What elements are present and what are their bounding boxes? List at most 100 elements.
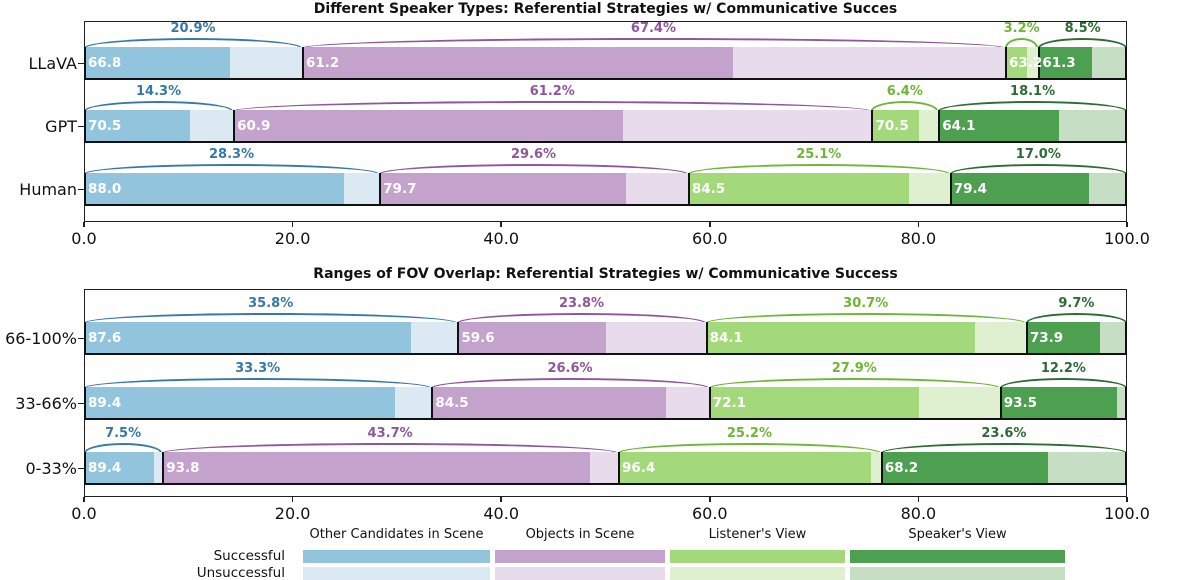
segment-success-value: 59.6 bbox=[461, 330, 495, 346]
successful-fill bbox=[1027, 322, 1100, 353]
bar-segment bbox=[84, 47, 302, 80]
segment-percent-label: 6.4% bbox=[886, 84, 923, 99]
bar-segment bbox=[687, 173, 950, 206]
successful-fill bbox=[951, 173, 1090, 204]
segment-success-value: 88.0 bbox=[88, 181, 122, 197]
segment-success-value: 93.5 bbox=[1003, 395, 1038, 411]
successful-fill bbox=[164, 452, 590, 483]
segment-percent-label: 25.2% bbox=[726, 426, 772, 441]
bar-segment bbox=[871, 110, 939, 143]
x-tick-label: 80.0 bbox=[900, 229, 937, 248]
bar-segment bbox=[379, 173, 688, 206]
x-tick-label: 40.0 bbox=[483, 229, 519, 248]
segment-success-value: 89.4 bbox=[88, 460, 122, 476]
unsuccessful-fill bbox=[1089, 173, 1125, 204]
unsuccessful-fill bbox=[1058, 110, 1125, 141]
segment-success-value: 89.4 bbox=[88, 395, 122, 411]
segment-percent-label: 12.2% bbox=[1040, 361, 1086, 376]
successful-fill bbox=[86, 47, 231, 78]
y-tick-mark bbox=[78, 402, 84, 405]
bar-segment bbox=[949, 173, 1127, 206]
segment-percent-label: 27.9% bbox=[831, 361, 877, 376]
legend-swatch-unsuccessful bbox=[850, 567, 1065, 580]
successful-fill bbox=[689, 173, 910, 204]
unsuccessful-fill bbox=[1092, 47, 1125, 78]
x-tick-mark bbox=[291, 497, 294, 502]
segment-success-value: 84.5 bbox=[691, 181, 726, 197]
successful-fill bbox=[873, 110, 920, 141]
segment-percent-label: 18.1% bbox=[1010, 84, 1056, 99]
segment-percent-label: 35.8% bbox=[248, 296, 294, 311]
successful-fill bbox=[882, 452, 1048, 483]
segment-percent-label: 29.6% bbox=[510, 147, 557, 162]
segment-success-value: 63.2 bbox=[1008, 55, 1043, 71]
unsuccessful-fill bbox=[189, 110, 234, 141]
segment-success-value: 70.5 bbox=[88, 118, 122, 134]
x-tick-label: 20.0 bbox=[274, 229, 311, 248]
chart-title: Different Speaker Types: Referential Str… bbox=[313, 1, 898, 17]
y-tick-mark bbox=[78, 62, 84, 65]
x-tick-label: 100.0 bbox=[1104, 229, 1150, 248]
unsuccessful-fill bbox=[394, 387, 432, 418]
bar-segment bbox=[233, 110, 872, 143]
unsuccessful-fill bbox=[919, 110, 939, 141]
x-tick-mark bbox=[83, 222, 85, 227]
legend-column-header: Speaker's View bbox=[908, 527, 1007, 542]
y-axis-label: LLaVA bbox=[28, 53, 78, 73]
bar-segment bbox=[880, 452, 1127, 485]
y-tick-mark bbox=[78, 337, 84, 340]
segment-percent-label: 20.9% bbox=[170, 21, 216, 36]
x-tick-mark bbox=[500, 222, 502, 227]
legend-swatch-successful bbox=[495, 550, 665, 563]
segment-percent-label: 43.7% bbox=[367, 426, 413, 441]
legend-column-header: Listener's View bbox=[708, 527, 807, 542]
x-tick-label: 0.0 bbox=[71, 229, 97, 248]
segment-success-value: 87.6 bbox=[88, 330, 122, 346]
legend-swatch-successful bbox=[850, 550, 1065, 563]
x-tick-label: 60.0 bbox=[691, 504, 728, 523]
bar-segment bbox=[1038, 47, 1127, 80]
x-tick-label: 80.0 bbox=[900, 504, 937, 523]
segment-percent-label: 23.6% bbox=[981, 426, 1027, 441]
segment-success-value: 64.1 bbox=[942, 118, 976, 134]
x-tick-mark bbox=[917, 497, 920, 502]
bar-segment bbox=[999, 387, 1127, 420]
x-tick-label: 20.0 bbox=[274, 504, 311, 523]
y-axis-label: 0-33% bbox=[25, 458, 77, 478]
x-tick-mark bbox=[500, 497, 502, 502]
segment-percent-label: 3.2% bbox=[1003, 21, 1040, 36]
segment-percent-label: 7.5% bbox=[105, 426, 142, 441]
x-tick-mark bbox=[709, 497, 711, 502]
successful-fill bbox=[620, 452, 872, 483]
legend-swatch-unsuccessful bbox=[670, 567, 845, 580]
successful-fill bbox=[459, 322, 607, 353]
unsuccessful-fill bbox=[622, 110, 872, 141]
segment-success-value: 73.9 bbox=[1029, 330, 1064, 346]
legend-swatch-successful bbox=[303, 550, 490, 563]
legend-row-label: Successful bbox=[213, 548, 285, 564]
y-tick-mark bbox=[78, 188, 84, 191]
bar-segment bbox=[1025, 322, 1127, 355]
unsuccessful-fill bbox=[871, 452, 881, 483]
bar-segment bbox=[162, 452, 618, 485]
segment-percent-label: 23.8% bbox=[558, 296, 605, 311]
unsuccessful-fill bbox=[411, 322, 458, 353]
unsuccessful-fill bbox=[1047, 452, 1125, 483]
unsuccessful-fill bbox=[975, 322, 1026, 353]
segment-success-value: 96.4 bbox=[622, 460, 656, 476]
unsuccessful-fill bbox=[343, 173, 380, 204]
segment-percent-label: 17.0% bbox=[1015, 147, 1061, 162]
segment-success-value: 70.5 bbox=[875, 118, 909, 134]
bar-segment bbox=[708, 387, 1000, 420]
x-tick-mark bbox=[83, 497, 85, 502]
bar-segment bbox=[618, 452, 881, 485]
bar-segment bbox=[84, 387, 432, 420]
y-tick-mark bbox=[78, 125, 84, 128]
segment-success-value: 66.8 bbox=[88, 55, 122, 71]
x-tick-label: 60.0 bbox=[691, 229, 728, 248]
successful-fill bbox=[86, 452, 155, 483]
x-tick-mark bbox=[917, 222, 920, 227]
